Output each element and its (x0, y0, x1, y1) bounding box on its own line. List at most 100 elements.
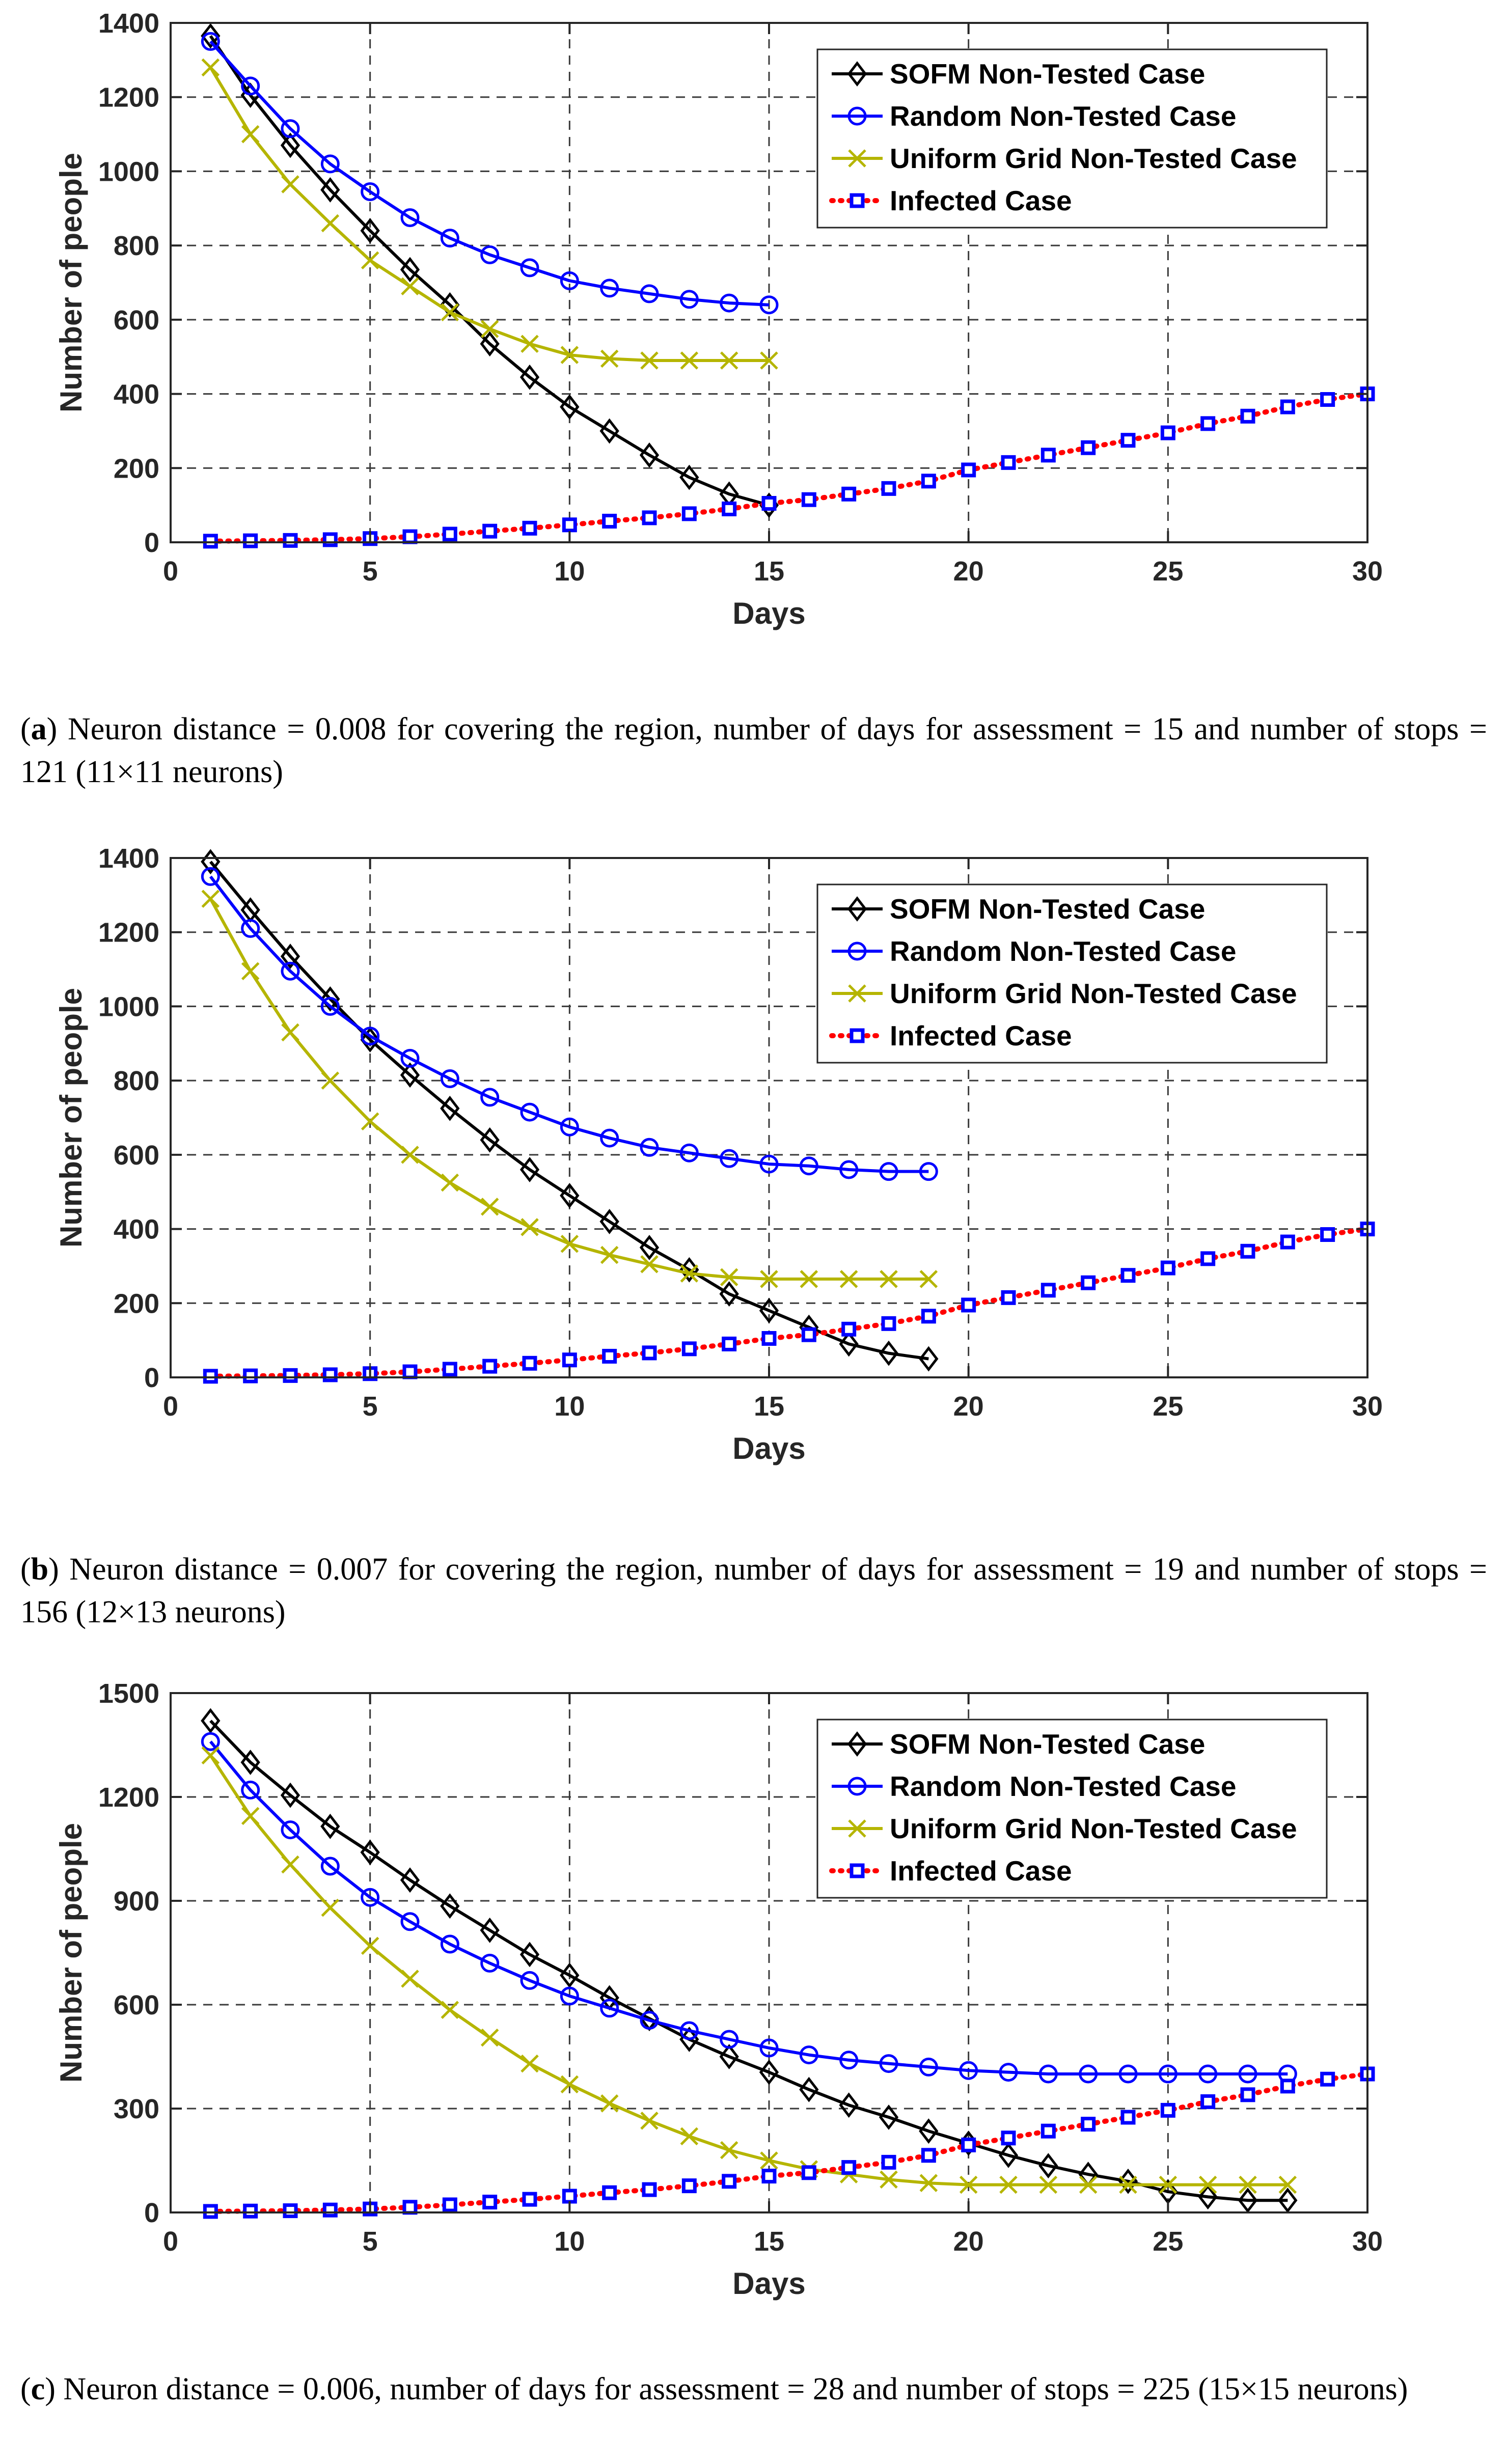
series-line (209, 1720, 1288, 2202)
data-point (879, 2054, 898, 2073)
y-tick-label: 1200 (98, 918, 159, 948)
data-point (321, 1071, 340, 1090)
data-point (482, 2195, 498, 2210)
legend-box (816, 48, 1328, 229)
data-point (799, 1156, 818, 1176)
data-point (720, 2141, 738, 2160)
data-point (1239, 2175, 1257, 2194)
data-point (441, 2001, 459, 2019)
data-point (760, 351, 778, 370)
data-point (402, 1364, 418, 1379)
data-point (241, 919, 260, 938)
data-point (519, 1942, 540, 1968)
series-1 (201, 867, 938, 1181)
data-point (1278, 2175, 1297, 2194)
data-point (203, 1369, 218, 1384)
data-point (1200, 1251, 1216, 1266)
data-point (759, 2038, 779, 2058)
data-point (203, 2204, 218, 2219)
data-point (839, 1160, 859, 1179)
data-point (400, 208, 420, 227)
data-point (1081, 1275, 1096, 1290)
data-point (203, 534, 218, 549)
y-tick-label: 600 (114, 1140, 159, 1171)
data-point (522, 2192, 537, 2207)
data-point (402, 2200, 418, 2215)
data-point (440, 1893, 460, 1919)
chart-panel-c: 0 5 10 15 20 25 30 0 300 600 900 1200 1500 Days Number… (0, 1670, 1506, 2464)
legend: SOFM Non-Tested Case Random Non-Tested Ca… (816, 1719, 1328, 1899)
data-point (400, 1912, 420, 1931)
y-tick-label: 800 (114, 1066, 159, 1096)
data-point (281, 1855, 299, 1874)
data-point (681, 2178, 697, 2194)
data-point (281, 119, 300, 139)
data-point (241, 1780, 260, 1799)
data-point (680, 1264, 699, 1283)
data-point (720, 293, 739, 313)
data-point (759, 2059, 779, 2085)
data-point (799, 2045, 818, 2065)
data-point (1118, 2064, 1138, 2084)
data-point (679, 1143, 699, 1162)
legend-marker (850, 193, 865, 208)
data-point (1081, 440, 1096, 455)
data-point (879, 1340, 899, 1366)
data-point (1240, 408, 1255, 424)
data-point (480, 331, 500, 357)
data-point (521, 1218, 539, 1236)
data-point (241, 1807, 260, 1825)
data-point (679, 1257, 699, 1283)
data-point (201, 890, 220, 908)
data-point (520, 1971, 539, 1990)
data-point (440, 1069, 459, 1088)
y-tick-label: 400 (114, 1214, 159, 1245)
data-point (841, 486, 857, 502)
data-point (801, 1327, 816, 1342)
data-point (961, 462, 976, 478)
x-tick-label: 5 (363, 2226, 378, 2257)
x-tick-label: 10 (554, 1391, 585, 1422)
data-point (879, 1162, 898, 1181)
data-point (639, 442, 660, 468)
data-point (1040, 2123, 1056, 2139)
x-tick-label: 10 (554, 2226, 585, 2257)
data-point (760, 1270, 778, 1288)
legend-entry-2: Uniform Grid Non-Tested Case (832, 978, 1297, 1009)
legend-label: Random Non-Tested Case (890, 1770, 1236, 1802)
y-tick-label: 300 (114, 2094, 159, 2124)
y-tick-label: 1000 (98, 991, 159, 1022)
data-point (480, 1953, 500, 1973)
ticks: 0 5 10 15 20 25 30 0 200 400 600 800 1000 1200 1400 (98, 8, 1383, 587)
data-point (520, 1102, 539, 1122)
y-tick-label: 600 (114, 1990, 159, 2020)
series-line (209, 40, 770, 307)
data-point (640, 351, 659, 370)
data-point (442, 527, 457, 542)
caption-a: (a) Neuron distance = 0.008 for covering… (20, 708, 1487, 793)
data-point (879, 2105, 899, 2130)
legend-marker (847, 896, 867, 922)
data-point (961, 2137, 976, 2152)
legend-entry-3: Infected Case (829, 185, 1072, 216)
data-point (800, 1270, 818, 1288)
data-point (1120, 1268, 1136, 1283)
data-point (642, 510, 657, 525)
data-point (1280, 399, 1295, 414)
x-tick-label: 0 (163, 1391, 178, 1422)
legend-entry-3: Infected Case (829, 1855, 1072, 1887)
data-point (201, 32, 220, 51)
data-point (759, 295, 779, 315)
caption-b: (b) Neuron distance = 0.007 for covering… (20, 1548, 1487, 1634)
data-point (1198, 2064, 1218, 2084)
data-point (720, 1149, 739, 1168)
data-point (321, 214, 340, 233)
caption-b-tag: (b) (20, 1552, 59, 1587)
data-point (480, 1917, 500, 1943)
legend-label: Infected Case (890, 1020, 1072, 1051)
ticks: 0 5 10 15 20 25 30 0 200 400 600 800 1000 1200 1400 (98, 843, 1383, 1422)
series-line (209, 1754, 1288, 2186)
data-point (600, 1245, 619, 1264)
data-point (521, 2054, 539, 2073)
